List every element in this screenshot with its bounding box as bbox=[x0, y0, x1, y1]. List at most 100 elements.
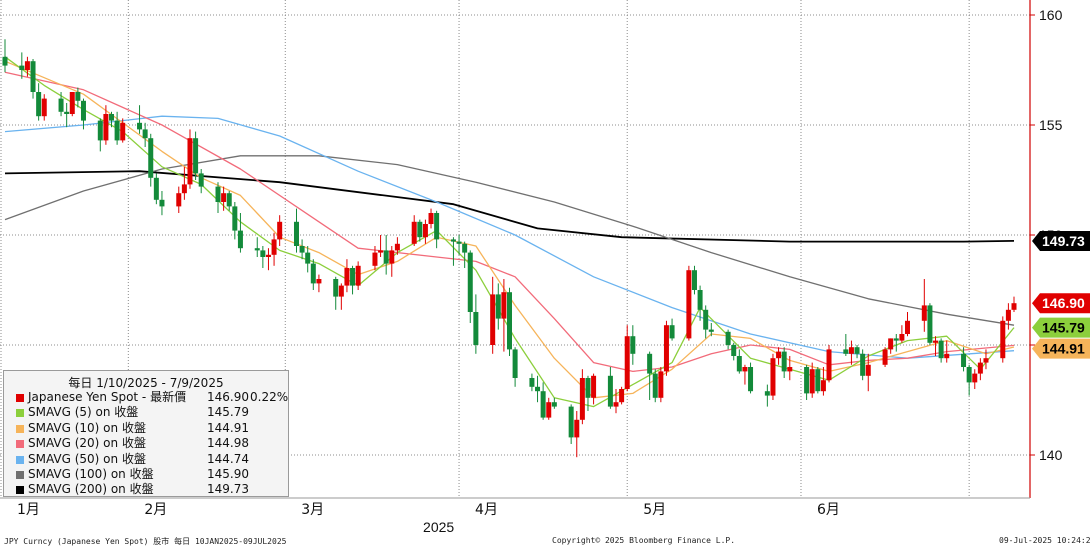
candle bbox=[776, 347, 782, 365]
price-tag-144.91: 144.91 bbox=[1032, 338, 1090, 359]
candle-body bbox=[748, 367, 754, 392]
candle-body bbox=[703, 309, 709, 330]
candle bbox=[1005, 303, 1011, 330]
candle-body bbox=[607, 375, 613, 407]
candle-body bbox=[512, 349, 518, 378]
candle bbox=[2, 39, 8, 73]
candle-body bbox=[378, 250, 384, 253]
candle-body bbox=[215, 186, 221, 202]
candle-body bbox=[921, 305, 927, 321]
candle bbox=[512, 347, 518, 387]
candle bbox=[961, 347, 967, 372]
candle bbox=[450, 237, 456, 266]
x-month-label: 1月 bbox=[17, 502, 40, 518]
candle-body bbox=[591, 375, 597, 398]
candle bbox=[529, 373, 535, 392]
candle-body bbox=[624, 336, 630, 389]
candle bbox=[187, 129, 193, 189]
candle bbox=[865, 353, 871, 392]
candle-body bbox=[933, 340, 939, 343]
candle-body bbox=[456, 241, 462, 244]
legend-label: SMAVG (200) on 收盤 bbox=[28, 482, 154, 497]
chart-legend: 每日 1/10/2025 - 7/9/2025 Japanese Yen Spo… bbox=[3, 370, 289, 497]
candle-body bbox=[80, 100, 86, 121]
candle bbox=[983, 349, 989, 370]
candle-body bbox=[450, 239, 456, 242]
candle-body bbox=[691, 270, 697, 290]
legend-value: 144.74 bbox=[207, 451, 249, 466]
candle-body bbox=[159, 199, 165, 207]
legend-swatch bbox=[16, 470, 24, 479]
candle bbox=[417, 219, 423, 242]
candle bbox=[69, 92, 75, 117]
candle-body bbox=[58, 98, 64, 112]
candle bbox=[579, 369, 585, 425]
candle-body bbox=[305, 252, 311, 264]
candle bbox=[507, 287, 512, 356]
candle bbox=[574, 411, 580, 458]
price-tag-label: 144.91 bbox=[1042, 341, 1085, 357]
candle bbox=[462, 241, 468, 268]
candle-body bbox=[899, 334, 905, 341]
candle-body bbox=[809, 369, 815, 394]
candle-body bbox=[137, 122, 143, 130]
candle bbox=[893, 334, 899, 352]
candle bbox=[153, 173, 159, 205]
ma-line-20 bbox=[4, 71, 1015, 373]
candle-body bbox=[277, 221, 283, 240]
candle bbox=[748, 362, 754, 394]
legend-row: SMAVG (10) on 收盤 144.91 bbox=[4, 421, 288, 436]
x-month-label: 5月 bbox=[643, 502, 666, 518]
candle bbox=[333, 276, 339, 310]
candle bbox=[159, 191, 165, 216]
price-tag-box bbox=[1032, 230, 1090, 251]
candle bbox=[142, 122, 148, 147]
candle-body bbox=[529, 378, 535, 387]
candle-body bbox=[787, 367, 793, 372]
candle bbox=[428, 208, 434, 229]
candle bbox=[344, 259, 350, 293]
candle bbox=[607, 367, 613, 409]
candle-body bbox=[977, 362, 983, 374]
legend-value: 144.91 bbox=[207, 420, 249, 435]
candle-body bbox=[966, 367, 972, 383]
candle-body bbox=[1000, 320, 1006, 359]
candle-body bbox=[938, 340, 944, 359]
candle-body bbox=[237, 230, 243, 249]
candle bbox=[473, 294, 479, 354]
candle-body bbox=[764, 391, 770, 396]
candle bbox=[120, 118, 126, 143]
candle-body bbox=[731, 345, 737, 356]
legend-change: 0.22% bbox=[250, 390, 289, 404]
candle-body bbox=[2, 56, 8, 66]
y-tick-label: 140 bbox=[1039, 447, 1063, 463]
candle-body bbox=[686, 270, 692, 339]
candle bbox=[691, 265, 697, 295]
candle bbox=[860, 349, 866, 381]
candle-body bbox=[579, 378, 585, 420]
candle-body bbox=[232, 206, 238, 231]
x-month-label: 3月 bbox=[301, 502, 324, 518]
candle bbox=[501, 279, 507, 352]
candle bbox=[624, 325, 630, 392]
candle-body bbox=[865, 364, 871, 376]
candle bbox=[226, 191, 232, 211]
candle-body bbox=[860, 353, 866, 376]
x-month-label: 4月 bbox=[475, 502, 498, 518]
candle bbox=[181, 166, 187, 200]
candle bbox=[820, 367, 826, 396]
legend-label: Japanese Yen Spot - 最新價 bbox=[28, 390, 187, 404]
candle-body bbox=[983, 358, 989, 363]
ma-line-50 bbox=[4, 115, 1015, 359]
price-tag-box bbox=[1032, 317, 1090, 338]
candle-body bbox=[725, 331, 731, 345]
candle-body bbox=[944, 353, 950, 359]
candle bbox=[1011, 296, 1017, 312]
legend-swatch bbox=[16, 440, 24, 449]
candle bbox=[193, 131, 199, 180]
candlesticks bbox=[2, 39, 1017, 458]
candle-body bbox=[815, 369, 821, 392]
candle bbox=[585, 375, 591, 411]
candle-body bbox=[972, 373, 978, 383]
